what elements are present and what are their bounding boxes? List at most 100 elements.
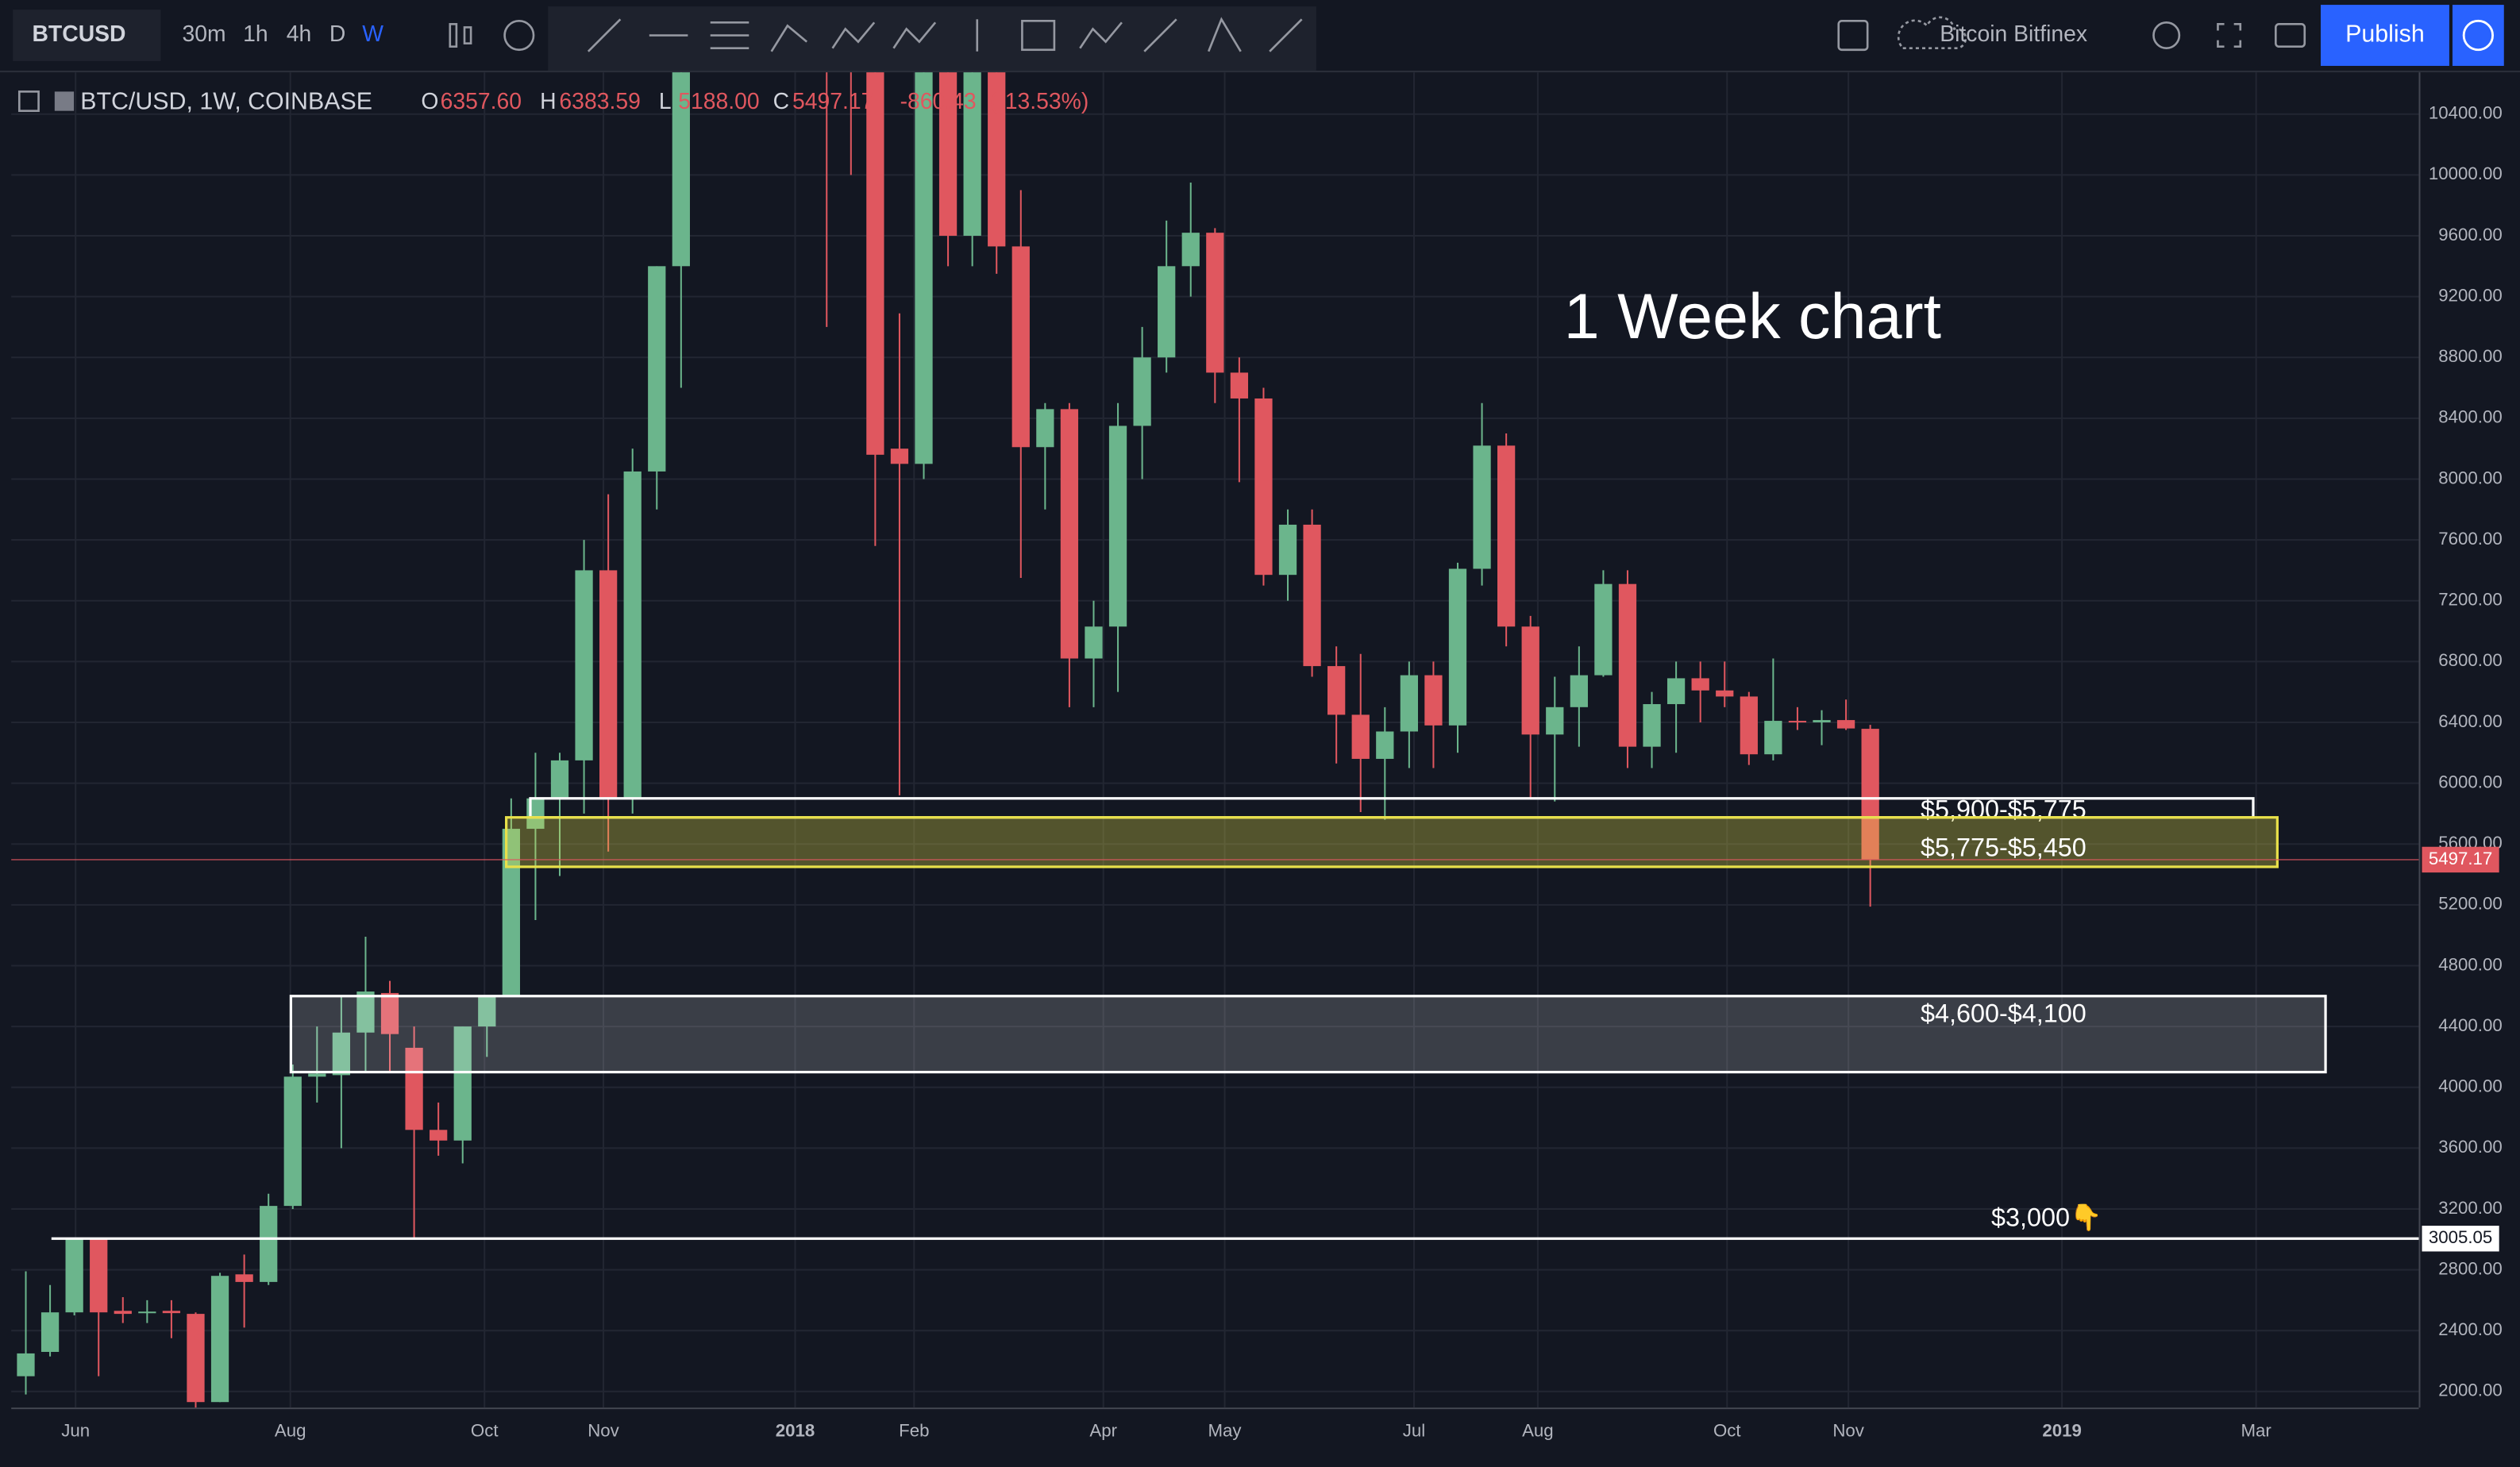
candle-body [1206, 233, 1224, 373]
candle-body [938, 72, 958, 237]
candle-body [17, 1353, 35, 1377]
y-tick-label: 7600.00 [2438, 529, 2502, 549]
candle-body [672, 72, 690, 267]
candle-body [1133, 357, 1151, 426]
y-tick-label: 4800.00 [2438, 954, 2502, 974]
zone-label: $5,900-$5,775 [1921, 795, 2087, 823]
candle-body [1740, 696, 1758, 755]
y-tick-label: 3200.00 [2438, 1198, 2502, 1218]
y-tick-label: 2000.00 [2438, 1380, 2502, 1400]
candle-body [114, 1311, 132, 1315]
candle-body [380, 992, 399, 1034]
y-tick-label: 4400.00 [2438, 1015, 2502, 1035]
legend-value: 5497.17 [792, 89, 873, 114]
candle-body [210, 1276, 229, 1403]
toggle-icon[interactable] [1837, 19, 1869, 52]
candle-body [1085, 626, 1103, 659]
x-tick-label: May [1208, 1420, 1243, 1440]
y-tick-label: 8000.00 [2438, 468, 2502, 487]
y-tick-label: 7200.00 [2438, 590, 2502, 610]
candle-body [1546, 707, 1564, 735]
x-tick-label: Nov [588, 1420, 619, 1440]
candle-body [1011, 246, 1030, 448]
drawing-toolbar [548, 6, 1316, 71]
drawing-tools[interactable] [587, 17, 1303, 52]
x-tick-label: 2019 [2042, 1420, 2082, 1440]
legend-value: 6383.59 [559, 89, 640, 114]
y-tick-label: 5200.00 [2438, 894, 2502, 914]
y-tick-label: 9200.00 [2438, 286, 2502, 306]
candle-body [1036, 409, 1054, 448]
snapshot-icon[interactable] [2275, 23, 2306, 48]
last-price: 5497.17 [2429, 849, 2492, 868]
candle-body [1861, 729, 1879, 860]
replay-button[interactable] [2452, 5, 2504, 66]
plot [17, 72, 1879, 1408]
candle-body [599, 570, 618, 799]
interval[interactable]: 1h [243, 21, 268, 47]
x-tick-label: Apr [1089, 1420, 1117, 1440]
interval[interactable]: 4h [287, 21, 312, 47]
settings-icon[interactable] [2152, 21, 2181, 50]
y-tick-label: 8800.00 [2438, 346, 2502, 366]
annotation: 1 Week chart [1564, 281, 1941, 352]
candle-body [478, 995, 496, 1027]
indicators-icon[interactable] [503, 19, 535, 52]
interval[interactable]: W [362, 21, 383, 47]
expand-icon[interactable] [17, 90, 40, 112]
last-price-box [2422, 846, 2499, 873]
candle-body [1618, 583, 1637, 747]
candle-body [1594, 583, 1613, 676]
x-tick-label: 2018 [776, 1420, 815, 1440]
fullscreen-icon[interactable] [2217, 23, 2242, 48]
y-tick-label: 8400.00 [2438, 407, 2502, 427]
candle-body [1473, 445, 1491, 569]
candle-body [1351, 714, 1370, 759]
y-tick-label: 10000.00 [2429, 164, 2503, 183]
y-tick-label: 4000.00 [2438, 1076, 2502, 1096]
candle-body [1643, 703, 1661, 747]
x-tick-label: Aug [1522, 1420, 1554, 1440]
candle-body [1108, 425, 1127, 627]
candle-body [187, 1314, 205, 1403]
replay-icon [2462, 19, 2495, 52]
symbol[interactable]: BTCUSD [32, 21, 125, 47]
candle-body [1497, 445, 1516, 627]
zone-label: $5,775-$5,450 [1921, 834, 2087, 862]
cloud-icon [1897, 16, 1967, 50]
publish-label[interactable]: Publish [2345, 21, 2425, 48]
candle-body [1254, 398, 1273, 576]
candle-body [1230, 372, 1249, 399]
candle-body [65, 1239, 83, 1313]
level-label: $3,000👇 [1991, 1203, 2102, 1234]
candle-body [138, 1311, 156, 1314]
candle-body [1376, 731, 1394, 759]
interval[interactable]: D [329, 21, 345, 47]
interval[interactable]: 30m [183, 21, 226, 47]
zone [505, 816, 2279, 868]
candle-body [1424, 675, 1443, 726]
chart-type-icon[interactable] [449, 23, 472, 48]
candle-body [1764, 721, 1782, 755]
exchange[interactable]: Bitcoin Bitfinex [1940, 21, 2087, 47]
y-tick-label: 6000.00 [2438, 772, 2502, 791]
publish-button[interactable] [2320, 5, 2449, 66]
candle-body [1181, 233, 1200, 267]
candle-body [1836, 720, 1855, 729]
x-tick-label: Nov [1832, 1420, 1864, 1440]
y-tick-label: 10400.00 [2429, 103, 2503, 123]
zone [289, 995, 2327, 1074]
candle-body [405, 1047, 423, 1130]
x-tick-label: Aug [275, 1420, 306, 1440]
symbol-box[interactable] [13, 10, 161, 61]
candle-body [1521, 626, 1539, 735]
y-tick-label: 2400.00 [2438, 1319, 2502, 1339]
candle-body [260, 1206, 278, 1282]
x-tick-label: Jun [61, 1420, 90, 1440]
level-price: 3005.05 [2429, 1227, 2492, 1247]
y-tick-label: 6800.00 [2438, 650, 2502, 670]
candle-body [1667, 678, 1686, 704]
candle-body [623, 471, 642, 799]
